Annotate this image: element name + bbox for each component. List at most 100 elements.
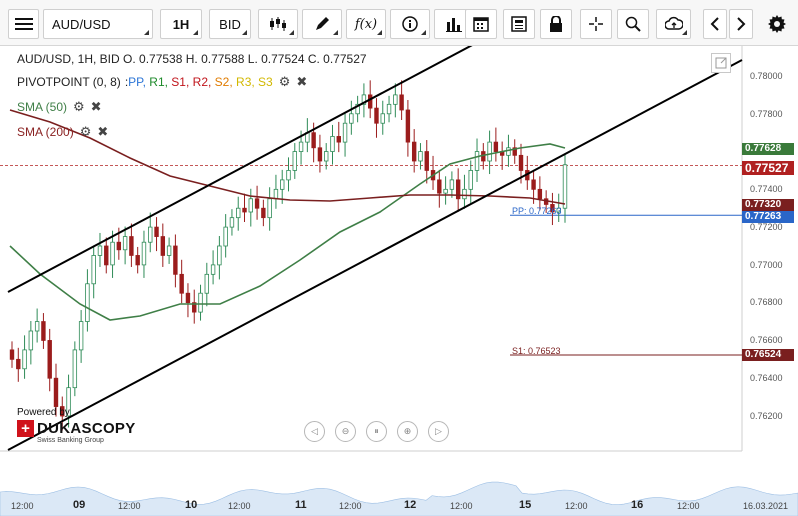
- s1-line-label: S1: 0.76523: [512, 346, 561, 356]
- zoom-out-icon[interactable]: ⊖: [335, 421, 356, 442]
- timeframe-select[interactable]: 1H: [160, 9, 202, 39]
- timeframe-label: 1H: [172, 16, 190, 32]
- info-icon[interactable]: [390, 9, 430, 39]
- candle-body: [418, 151, 423, 162]
- pivot-settings-gear-icon[interactable]: ⚙: [278, 74, 291, 89]
- candle-body: [148, 226, 153, 243]
- x-axis-label: 10: [185, 499, 198, 511]
- y-axis-tick-label: 0.76600: [750, 335, 783, 345]
- price-side-select[interactable]: BID: [209, 9, 251, 39]
- brand-tagline: Swiss Banking Group: [37, 437, 104, 444]
- candle-body: [367, 94, 373, 109]
- pivot-legend-item: PP,: [128, 75, 146, 89]
- settings-gear-icon[interactable]: [762, 9, 792, 39]
- candle-body: [424, 151, 429, 171]
- candle-body: [330, 136, 335, 152]
- price-chart[interactable]: AUD/USD, 1H, BID O. 0.77538 H. 0.77588 L…: [0, 46, 798, 516]
- candle-body: [72, 349, 78, 389]
- dukascopy-logo: Powered by + DUKASCOPY Swiss Banking Gro…: [17, 407, 136, 444]
- candle-body: [512, 147, 517, 156]
- fx-label: f(x): [354, 16, 378, 32]
- chart-canvas[interactable]: [0, 46, 798, 516]
- navigator-area: [0, 481, 798, 516]
- candle-body: [531, 179, 536, 190]
- x-axis-label: 09: [73, 499, 86, 511]
- news-icon[interactable]: [503, 9, 535, 39]
- pan-left-icon[interactable]: ◁: [304, 421, 325, 442]
- candle-body: [550, 204, 555, 213]
- pivot-remove-close-icon[interactable]: ✖: [296, 74, 308, 89]
- candle-body: [248, 198, 253, 213]
- candle-body: [386, 103, 392, 115]
- candle-body: [355, 103, 360, 115]
- candle-body: [192, 302, 197, 313]
- pan-right-icon[interactable]: ▷: [428, 421, 449, 442]
- x-axis-label: 15: [519, 499, 532, 511]
- y-axis-tick-label: 0.76400: [750, 373, 783, 383]
- candle-body: [16, 358, 21, 370]
- candle-body: [223, 226, 228, 247]
- candle-body: [254, 198, 260, 209]
- candle-body: [462, 188, 467, 200]
- sma50-label: SMA (50): [17, 100, 68, 114]
- candle-body: [292, 151, 297, 171]
- candle-body: [336, 136, 341, 143]
- sma50-remove-close-icon[interactable]: ✖: [90, 99, 102, 114]
- y-axis-tick-label: 0.77800: [750, 109, 783, 119]
- x-axis-label: 12:00: [677, 501, 700, 511]
- channel-upper-line: [7, 46, 473, 293]
- x-axis-label: 12:00: [565, 501, 588, 511]
- expand-chart-icon[interactable]: [711, 53, 731, 73]
- calendar-icon[interactable]: [465, 9, 497, 39]
- x-axis-label: 12:00: [11, 501, 34, 511]
- x-axis-label: 12:00: [118, 501, 141, 511]
- hamburger-menu-icon[interactable]: [8, 9, 39, 39]
- candle-body: [506, 147, 511, 156]
- channel-lower-line: [7, 59, 743, 451]
- candle-body: [556, 207, 561, 213]
- candle-body: [399, 94, 404, 111]
- sma200-settings-gear-icon[interactable]: ⚙: [79, 124, 92, 139]
- candle-body: [437, 179, 442, 194]
- pivot-legend-item: S1,: [167, 75, 190, 89]
- candle-body: [311, 132, 316, 149]
- sma200-remove-close-icon[interactable]: ✖: [97, 124, 109, 139]
- prev-arrow-icon[interactable]: [703, 9, 727, 39]
- x-axis-label: 12:00: [228, 501, 251, 511]
- draw-pencil-icon[interactable]: [302, 9, 342, 39]
- candle-body: [9, 349, 15, 360]
- function-fx-icon[interactable]: f(x): [346, 9, 386, 39]
- crosshair-icon[interactable]: [580, 9, 612, 39]
- candle-body: [198, 292, 203, 313]
- y-axis-tick-label: 0.76800: [750, 297, 783, 307]
- pivot-legend: PIVOTPOINT (0, 8) : PP, R1, S1, R2, S2, …: [17, 74, 307, 90]
- candle-body: [116, 241, 122, 251]
- candle-body: [537, 188, 543, 200]
- candle-body: [141, 241, 147, 266]
- price-tag: 0.77628: [742, 143, 794, 155]
- lock-icon[interactable]: [540, 9, 572, 39]
- candle-body: [286, 170, 291, 181]
- zoom-icon[interactable]: [617, 9, 649, 39]
- candle-body: [110, 241, 115, 266]
- candle-body: [91, 255, 96, 285]
- symbol-select[interactable]: AUD/USD: [43, 9, 153, 39]
- sma200-label: SMA (200): [17, 125, 74, 139]
- upload-cloud-icon[interactable]: [656, 9, 691, 39]
- pivot-title: PIVOTPOINT (0, 8): [17, 75, 121, 89]
- candle-body: [342, 122, 348, 143]
- y-axis-tick-label: 0.76200: [750, 411, 783, 421]
- y-axis-tick-label: 0.77000: [750, 260, 783, 270]
- candle-body: [455, 179, 461, 200]
- next-arrow-icon[interactable]: [729, 9, 753, 39]
- candle-body: [298, 141, 304, 152]
- candle-body: [518, 154, 524, 171]
- candle-body: [229, 217, 235, 228]
- sma50-settings-gear-icon[interactable]: ⚙: [73, 99, 85, 114]
- reset-icon[interactable]: ⏸: [366, 421, 387, 442]
- ohlc-legend: AUD/USD, 1H, BID O. 0.77538 H. 0.77588 L…: [17, 52, 367, 66]
- zoom-in-icon[interactable]: ⊕: [397, 421, 418, 442]
- candle-body: [53, 377, 59, 407]
- price-tag: 0.77320: [742, 199, 794, 211]
- candlestick-type-icon[interactable]: [258, 9, 298, 39]
